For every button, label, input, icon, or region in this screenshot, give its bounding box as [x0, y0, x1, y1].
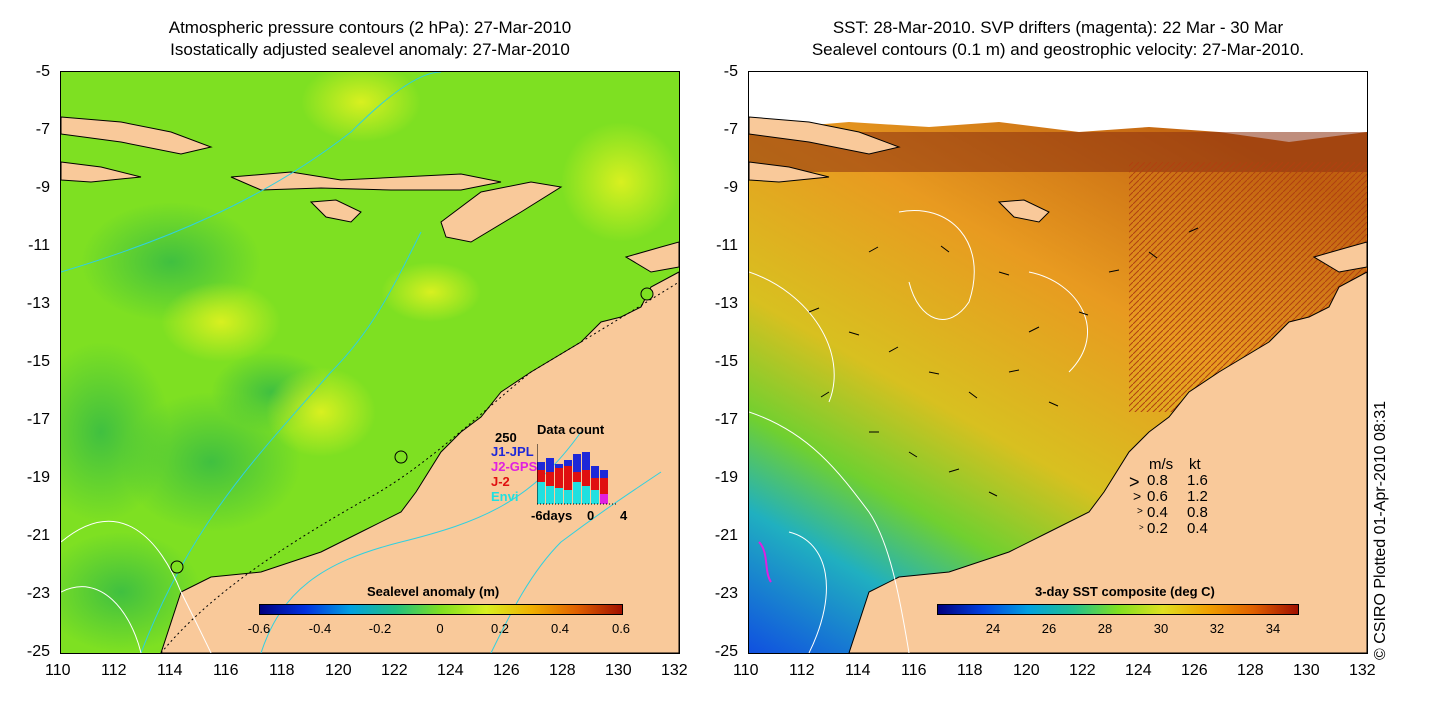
x-tick-label: 114 [157, 662, 183, 679]
x-tick-label: 120 [325, 662, 352, 679]
y-tick-label: -13 [714, 295, 738, 312]
y-tick-label: -9 [35, 179, 50, 196]
velocity-legend-kt: 1.6 [1187, 472, 1208, 489]
y-tick-label: -25 [26, 643, 50, 660]
data-count-series-envi: Envi [491, 489, 519, 504]
y-tick-label: -17 [714, 411, 738, 428]
x-tick-label: 130 [1293, 662, 1320, 679]
y-tick-label: -13 [26, 295, 50, 312]
y-tick-label: -5 [723, 63, 738, 80]
sealevel-anomaly-map: Data count 250 J1-JPL J2-GPS J-2 Envi -6… [60, 71, 680, 654]
velocity-legend-ms: 0.4 [1147, 504, 1168, 521]
y-tick-label: -23 [714, 585, 738, 602]
velocity-legend-arrow-icon: > [1129, 472, 1140, 492]
y-tick-label: -19 [26, 469, 50, 486]
y-tick-label: -9 [723, 179, 738, 196]
right-colorbar-tick: 24 [985, 621, 1001, 636]
left-title-line2: Isostatically adjusted sealevel anomaly:… [170, 40, 570, 59]
right-title-line2: Sealevel contours (0.1 m) and geostrophi… [811, 40, 1305, 59]
y-tick-label: -21 [26, 527, 50, 544]
data-count-series-j2gps: J2-GPS [491, 459, 538, 474]
velocity-legend-arrow-icon: > [1139, 523, 1144, 532]
data-count-axis-start: -6days [531, 508, 573, 523]
x-tick-label: 132 [661, 662, 688, 679]
y-tick-label: -25 [714, 643, 738, 660]
left-colorbar-tick: -0.6 [247, 621, 271, 636]
left-colorbar-tick: -0.4 [308, 621, 332, 636]
left-colorbar-tick: 0.2 [490, 621, 510, 636]
y-tick-label: -15 [714, 353, 738, 370]
data-count-axis-zero: 0 [587, 508, 595, 523]
data-count-title: Data count [537, 422, 605, 437]
x-tick-label: 114 [845, 662, 871, 679]
x-tick-label: 128 [549, 662, 576, 679]
data-count-series-j2: J-2 [491, 474, 510, 489]
left-colorbar [259, 604, 623, 615]
x-tick-label: 112 [101, 662, 127, 679]
velocity-legend-header-kt: kt [1189, 456, 1201, 473]
left-colorbar-tick: 0 [436, 621, 444, 636]
data-count-max-label: 250 [495, 430, 517, 445]
x-tick-label: 110 [733, 662, 759, 679]
sst-field [749, 72, 1367, 653]
x-tick-label: 116 [213, 662, 239, 679]
x-tick-label: 128 [1237, 662, 1264, 679]
x-tick-label: 130 [605, 662, 632, 679]
x-tick-label: 126 [493, 662, 520, 679]
right-colorbar [937, 604, 1299, 615]
velocity-legend-ms: 0.8 [1147, 472, 1168, 489]
x-tick-label: 118 [957, 662, 983, 679]
velocity-legend-kt: 1.2 [1187, 488, 1208, 505]
x-tick-label: 118 [269, 662, 295, 679]
data-count-series-j1: J1-JPL [491, 444, 534, 459]
right-colorbar-tick: 30 [1153, 621, 1169, 636]
right-title-line1: SST: 28-Mar-2010. SVP drifters (magenta)… [832, 18, 1284, 37]
left-title-line1: Atmospheric pressure contours (2 hPa): 2… [168, 18, 572, 37]
y-tick-label: -23 [26, 585, 50, 602]
velocity-legend-ms: 0.2 [1147, 520, 1168, 537]
right-colorbar-title: 3-day SST composite (deg C) [1035, 584, 1215, 599]
y-tick-label: -21 [714, 527, 738, 544]
velocity-legend-kt: 0.4 [1187, 520, 1208, 537]
sst-map: m/s kt > 0.8 1.6 > 0.6 1.2 > 0.4 0.8 > 0… [748, 71, 1368, 654]
x-tick-label: 116 [901, 662, 927, 679]
velocity-legend-ms: 0.6 [1147, 488, 1168, 505]
left-colorbar-tick: -0.2 [368, 621, 392, 636]
data-count-bar-chart [537, 444, 617, 505]
left-colorbar-tick: 0.4 [550, 621, 570, 636]
x-tick-label: 122 [1069, 662, 1096, 679]
velocity-legend-header-ms: m/s [1149, 456, 1174, 473]
x-tick-label: 132 [1349, 662, 1376, 679]
x-tick-label: 112 [789, 662, 815, 679]
y-tick-label: -7 [35, 121, 50, 138]
y-tick-label: -15 [26, 353, 50, 370]
y-tick-label: -11 [28, 237, 50, 254]
velocity-legend-arrow-icon: > [1137, 506, 1143, 517]
velocity-legend-arrow-icon: > [1133, 488, 1142, 504]
x-tick-label: 122 [381, 662, 408, 679]
y-tick-label: -19 [714, 469, 738, 486]
y-tick-label: -7 [723, 121, 738, 138]
x-tick-label: 120 [1013, 662, 1040, 679]
right-colorbar-tick: 26 [1041, 621, 1057, 636]
right-colorbar-tick: 32 [1209, 621, 1225, 636]
left-colorbar-tick: 0.6 [611, 621, 631, 636]
left-colorbar-title: Sealevel anomaly (m) [367, 584, 500, 599]
x-tick-label: 110 [45, 662, 71, 679]
x-tick-label: 126 [1181, 662, 1208, 679]
copyright-notice: © CSIRO Plotted 01-Apr-2010 08:31 [1372, 400, 1389, 660]
x-tick-label: 124 [437, 662, 464, 679]
y-tick-label: -17 [26, 411, 50, 428]
sealevel-anomaly-field [61, 72, 679, 653]
right-colorbar-tick: 28 [1097, 621, 1113, 636]
y-tick-label: -11 [716, 237, 738, 254]
right-colorbar-tick: 34 [1265, 621, 1281, 636]
data-count-axis-end: 4 [620, 508, 628, 523]
velocity-legend-kt: 0.8 [1187, 504, 1208, 521]
x-tick-label: 124 [1125, 662, 1152, 679]
y-tick-label: -5 [35, 63, 50, 80]
